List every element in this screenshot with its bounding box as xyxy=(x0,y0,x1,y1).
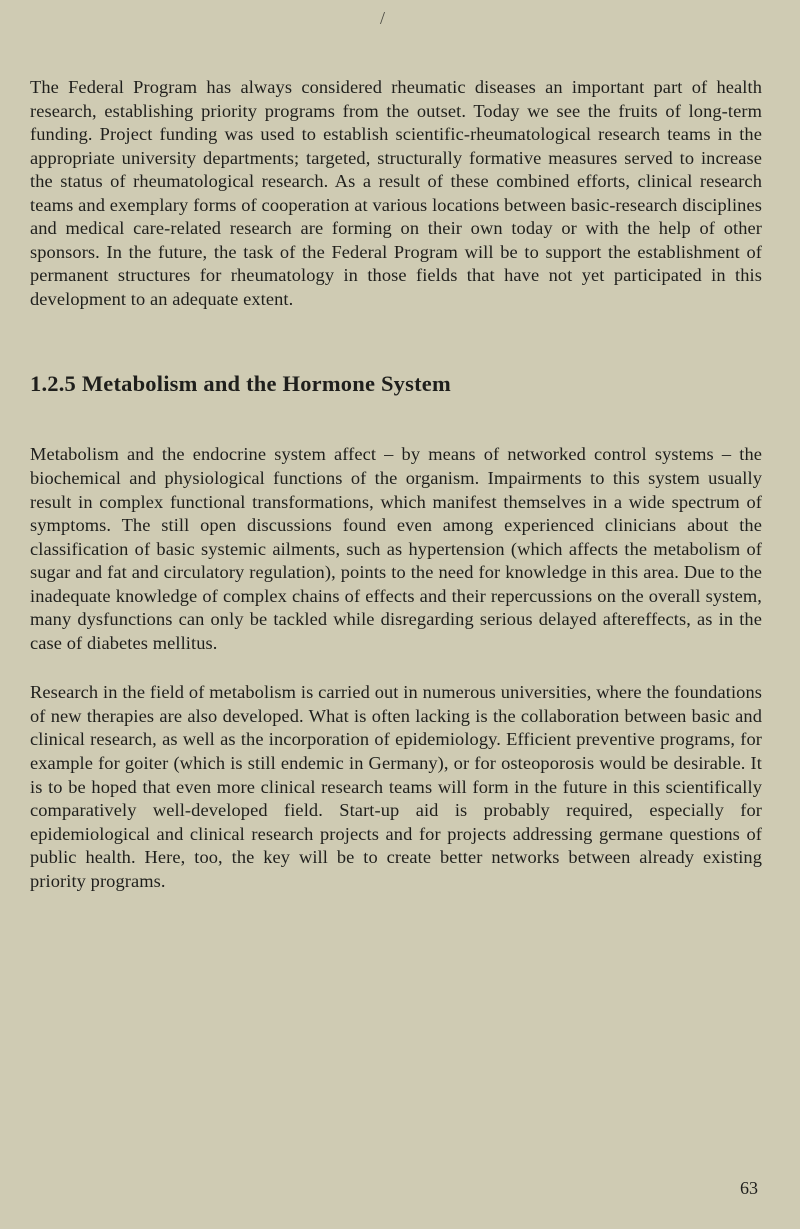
paragraph-1: The Federal Program has always considere… xyxy=(30,76,762,311)
section-heading: 1.2.5 Metabolism and the Hormone System xyxy=(30,371,762,397)
document-page: / The Federal Program has always conside… xyxy=(0,0,800,1229)
top-mark: / xyxy=(380,8,385,29)
paragraph-3: Research in the field of metabolism is c… xyxy=(30,681,762,893)
page-number: 63 xyxy=(740,1178,758,1199)
paragraph-2: Metabolism and the endocrine system affe… xyxy=(30,443,762,655)
